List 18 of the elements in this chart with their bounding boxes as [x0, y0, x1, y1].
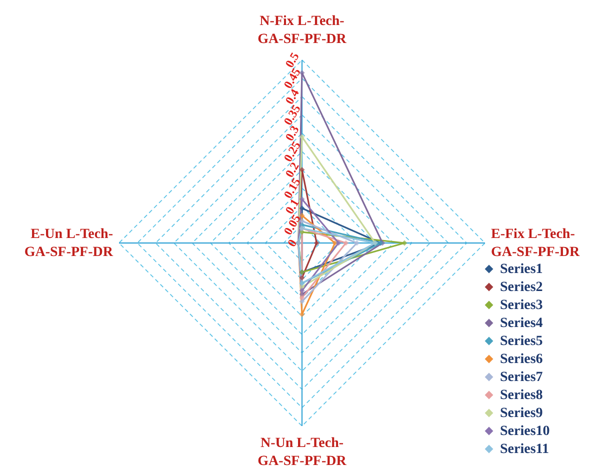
legend-label: Series9: [500, 406, 543, 421]
y-tick-label: 0.15: [280, 176, 304, 201]
legend-label: Series6: [500, 352, 543, 367]
spoke-label: E-Un L-Tech- GA-SF-PF-DR: [24, 227, 114, 260]
legend-label: Series7: [500, 370, 543, 385]
spoke-label: N-Un L-Tech- GA-SF-PF-DR: [258, 436, 348, 469]
legend-label: Series2: [500, 280, 543, 295]
legend-label: Series4: [500, 316, 543, 331]
legend-label: Series3: [500, 298, 543, 313]
spoke-label: N-Fix L-Tech- GA-SF-PF-DR: [258, 14, 348, 47]
y-tick-label: 0.05: [280, 212, 304, 238]
legend-label: Series8: [500, 388, 543, 403]
legend-label: Series10: [500, 424, 550, 439]
y-tick-label: 0: [284, 236, 300, 250]
legend-label: Series5: [500, 334, 543, 349]
legend-label: Series1: [500, 262, 543, 277]
legend-label: Series11: [500, 442, 549, 457]
spoke-label: E-Fix L-Tech- GA-SF-PF-DR: [491, 227, 581, 260]
